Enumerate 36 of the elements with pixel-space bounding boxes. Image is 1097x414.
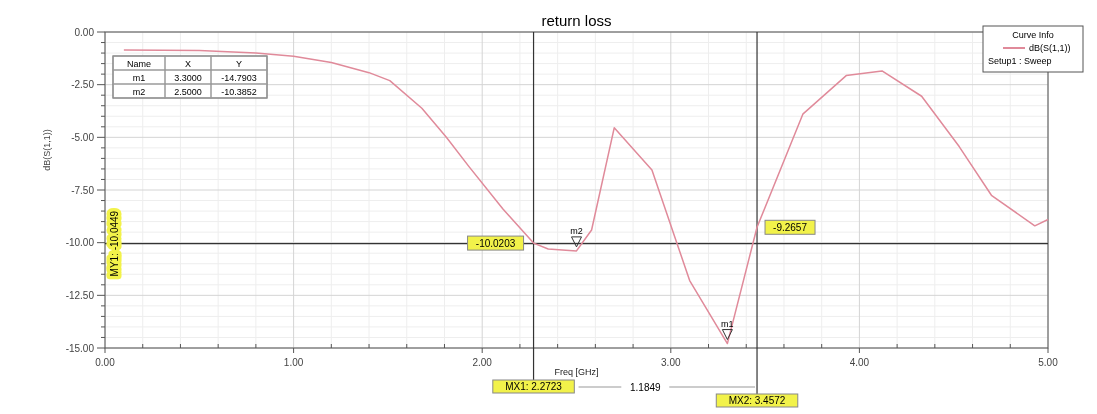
annotation: -9.2657 <box>773 221 808 233</box>
annotation: -14.7903 <box>221 72 257 83</box>
legend-label: dB(S(1,1)) <box>1029 43 1071 53</box>
y-tick-label: -7.50 <box>71 184 95 196</box>
x-tick-label: 1.00 <box>283 357 304 368</box>
x-axis-title: Freq [GHz] <box>554 367 599 377</box>
y-tick-label: -5.00 <box>71 131 95 143</box>
y-axis-title: dB(S(1,1)) <box>42 129 52 171</box>
annotation: m1 <box>721 318 734 329</box>
annotation: X <box>184 58 192 69</box>
annotation: Setup1 : Sweep <box>988 56 1052 66</box>
annotation: 3.3000 <box>174 72 202 83</box>
y-tick-label: -12.50 <box>65 289 95 301</box>
y-tick-label: -10.00 <box>65 237 95 249</box>
y-tick-label: -2.50 <box>71 79 95 91</box>
annotation: m1 <box>132 72 146 83</box>
ref-line-label: MY1: -10.0449 <box>108 210 120 277</box>
x-tick-label: 3.00 <box>661 357 681 368</box>
text: 1.1849 <box>629 382 662 393</box>
annotation: -10.0203 <box>475 237 516 249</box>
x-tick-label: 0.00 <box>95 357 116 368</box>
ref-line-label: MX2: 3.4572 <box>728 395 786 406</box>
annotation: m2 <box>570 225 583 236</box>
annotation: -10.3852 <box>221 86 257 97</box>
x-tick-label: 2.00 <box>472 357 493 368</box>
y-tick-label: 0.00 <box>74 26 95 38</box>
x-tick-label: 4.00 <box>849 357 870 368</box>
x-tick-label: 5.00 <box>1038 357 1059 368</box>
annotation: m2 <box>132 86 146 97</box>
chart-title: return loss <box>541 12 612 29</box>
y-tick-label: -15.00 <box>65 342 95 354</box>
legend-title: Curve Info <box>1012 30 1054 40</box>
annotation: 2.5000 <box>174 86 202 97</box>
annotation: Name <box>126 58 152 69</box>
ref-line-label: MX1: 2.2723 <box>505 381 563 392</box>
annotation: Y <box>235 58 243 69</box>
